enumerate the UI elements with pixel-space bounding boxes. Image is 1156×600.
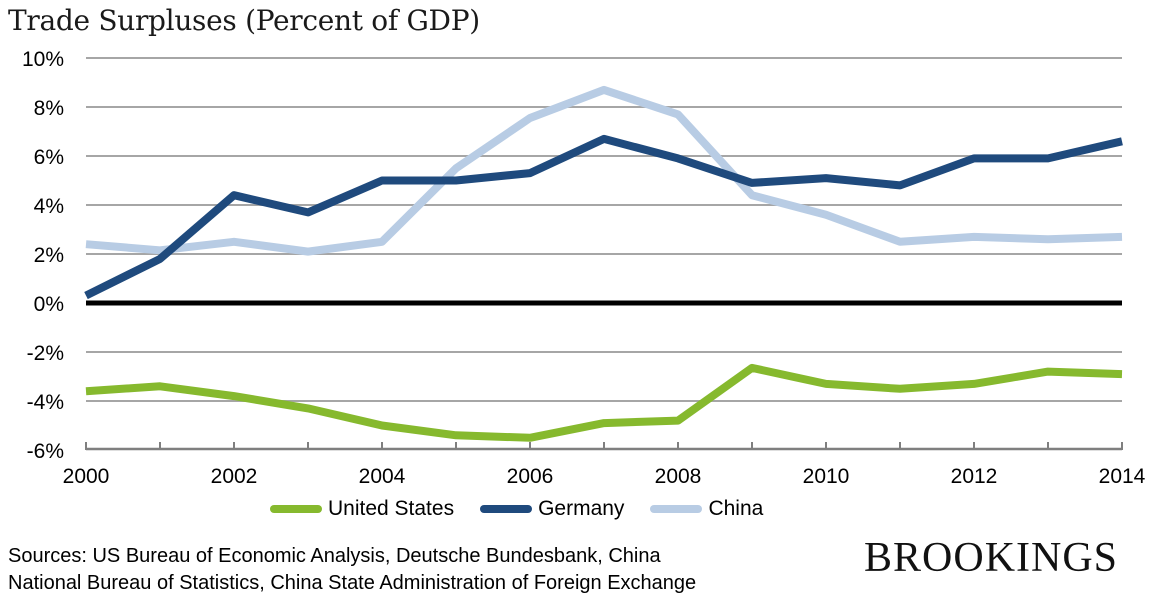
x-tick-label: 2014 <box>1099 465 1146 488</box>
series-line-germany <box>84 134 1123 300</box>
legend-item-germany[interactable]: Germany <box>480 497 624 521</box>
y-tick-label: 6% <box>34 146 64 169</box>
sources-line-1: Sources: US Bureau of Economic Analysis,… <box>8 545 661 567</box>
brookings-logo: BROOKINGS <box>864 535 1119 581</box>
legend-label: China <box>708 497 764 520</box>
y-tick-label: 0% <box>34 293 64 316</box>
legend: United States Germany China <box>270 497 789 521</box>
x-tick-label: 2008 <box>655 465 702 488</box>
series-line-china <box>85 85 1123 256</box>
x-tick-label: 2004 <box>359 465 406 488</box>
legend-label: Germany <box>538 497 625 520</box>
y-tick-label: 4% <box>34 195 64 218</box>
x-tick-label: 2012 <box>951 465 998 488</box>
legend-label: United States <box>328 497 455 520</box>
y-tick-label: -4% <box>27 391 64 414</box>
series-line-united-states <box>85 363 1123 442</box>
y-tick-label: -2% <box>27 342 64 365</box>
x-axis <box>85 442 1123 451</box>
legend-item-united-states[interactable]: United States <box>270 497 454 521</box>
legend-swatch-united-states <box>270 505 322 513</box>
y-axis-labels: -6% -4% -2% 0% 2% 4% 6% 8% 10% <box>22 48 64 463</box>
x-tick-label: 2000 <box>63 465 110 488</box>
series-lines <box>84 85 1123 442</box>
x-tick-label: 2010 <box>803 465 850 488</box>
x-tick-label: 2006 <box>507 465 554 488</box>
legend-swatch-china <box>650 505 703 513</box>
legend-item-china[interactable]: China <box>650 497 763 521</box>
gridlines <box>86 57 1122 402</box>
y-tick-label: -6% <box>27 440 64 463</box>
y-tick-label: 10% <box>22 48 64 71</box>
chart-title: Trade Surpluses (Percent of GDP) <box>8 4 480 37</box>
x-tick-label: 2002 <box>211 465 258 488</box>
legend-swatch-germany <box>480 505 533 513</box>
x-axis-labels: 2000 2002 2004 2006 2008 2010 2012 2014 <box>63 465 1146 488</box>
sources-line-2: National Bureau of Statistics, China Sta… <box>8 572 697 594</box>
y-tick-label: 2% <box>34 244 64 267</box>
y-tick-label: 8% <box>34 97 64 120</box>
sources-note: Sources: US Bureau of Economic Analysis,… <box>8 543 696 597</box>
